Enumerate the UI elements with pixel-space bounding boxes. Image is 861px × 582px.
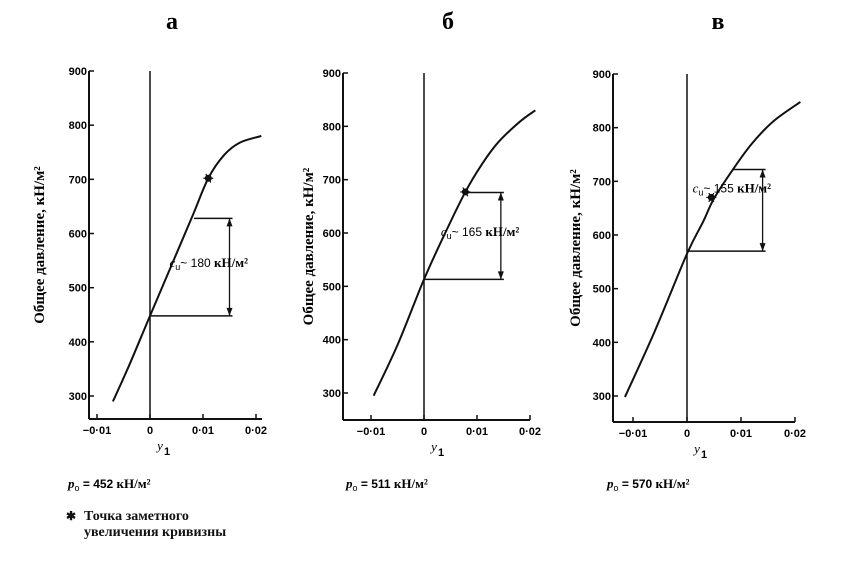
arrow-down-icon xyxy=(497,271,504,280)
panel-label: а xyxy=(166,9,178,35)
p0-symbol: p xyxy=(345,476,353,491)
y-tick-label: 900 xyxy=(323,68,341,80)
cu-unit: кН/м² xyxy=(214,255,248,270)
x-tick-label: 0·02 xyxy=(519,426,541,438)
cu-annotation: cu~ 155 кН/м² xyxy=(693,180,772,197)
y-tick-label: 400 xyxy=(593,337,611,349)
y-tick-label: 300 xyxy=(69,391,87,403)
p0-number: = 452 xyxy=(80,477,117,491)
data-curve xyxy=(623,101,801,398)
x-tick-label: 0·01 xyxy=(730,428,752,440)
x-tick-label: 0 xyxy=(421,426,427,438)
p0-subscript: o xyxy=(353,483,358,493)
cu-approx: ~ 165 xyxy=(452,225,486,239)
arrow-down-icon xyxy=(226,307,233,316)
x-tick-label: 0·01 xyxy=(466,426,488,438)
x-tick-label: 0 xyxy=(684,428,690,440)
x-axis-label: y xyxy=(692,441,700,456)
panel-label: б xyxy=(442,9,454,35)
p0-symbol: p xyxy=(67,476,75,491)
chart-panel-2: в 300 400 500 600 700 800 900 −0·01 0 0·01 0·02 y 1 Об… xyxy=(568,9,806,493)
p0-value: po = 570 кН/м² xyxy=(606,476,690,493)
p0-number: = 511 xyxy=(358,477,394,491)
x-axis-label-subscript: 1 xyxy=(164,446,170,458)
y-tick-label: 900 xyxy=(69,66,87,78)
cu-annotation: cu~ 180 кН/м² xyxy=(170,255,249,272)
p0-value: po = 511 кН/м² xyxy=(345,476,428,493)
x-tick-label: 0·02 xyxy=(245,425,267,437)
p0-unit: кН/м² xyxy=(117,476,151,491)
cu-unit: кН/м² xyxy=(485,224,519,239)
y-tick-label: 400 xyxy=(323,335,341,347)
p0-unit: кН/м² xyxy=(394,476,428,491)
y-axis-label: Общее давление, кН/м² xyxy=(568,169,584,327)
p0-subscript: o xyxy=(75,483,80,493)
x-tick-label: 0 xyxy=(147,425,153,437)
y-tick-label: 700 xyxy=(323,175,341,187)
y-axis-label: Общее давление, кН/м² xyxy=(301,167,317,325)
p0-unit: кН/м² xyxy=(656,476,690,491)
p0-number: = 570 xyxy=(619,477,656,491)
arrow-up-icon xyxy=(759,169,766,178)
cu-subscript: u xyxy=(447,231,452,241)
data-curve xyxy=(111,135,262,402)
legend-text-line2: увеличения кривизны xyxy=(84,525,227,540)
y-tick-label: 900 xyxy=(593,69,611,81)
x-axis-label: y xyxy=(155,438,163,453)
chart-panel-0: а 300 400 500 600 700 800 900 −0·01 0 0·01 0·02 y 1 Об… xyxy=(32,9,267,493)
chart-panel-1: б 300 400 500 600 700 800 900 −0·01 0 0·01 0·02 y 1 Об… xyxy=(301,9,541,493)
x-axis-label-subscript: 1 xyxy=(438,447,444,459)
y-tick-label: 600 xyxy=(69,229,87,241)
cu-subscript: u xyxy=(698,187,703,197)
data-curve xyxy=(372,109,536,397)
curvature-marker-ray xyxy=(708,192,715,203)
cu-unit: кН/м² xyxy=(737,180,771,195)
x-tick-label: 0·02 xyxy=(784,428,806,440)
arrow-up-icon xyxy=(226,218,233,227)
legend-marker-icon: ✱ xyxy=(66,509,77,523)
p0-subscript: o xyxy=(614,483,619,493)
y-tick-label: 800 xyxy=(323,121,341,133)
y-tick-label: 300 xyxy=(593,391,611,403)
x-tick-label: −0·01 xyxy=(83,425,111,437)
cu-subscript: u xyxy=(175,262,180,272)
y-tick-label: 600 xyxy=(593,230,611,242)
y-tick-label: 800 xyxy=(593,123,611,135)
p0-symbol: p xyxy=(606,476,614,491)
y-tick-label: 400 xyxy=(69,337,87,349)
y-tick-label: 700 xyxy=(69,174,87,186)
arrow-up-icon xyxy=(497,192,504,201)
panel-label: в xyxy=(712,9,725,35)
x-tick-label: 0·01 xyxy=(192,425,214,437)
y-tick-label: 300 xyxy=(323,388,341,400)
y-tick-label: 500 xyxy=(593,284,611,296)
x-axis-label: y xyxy=(429,439,437,454)
y-tick-label: 600 xyxy=(323,228,341,240)
cu-symbol: c xyxy=(693,180,699,195)
cu-annotation: cu~ 165 кН/м² xyxy=(441,224,520,241)
curvature-marker-ray xyxy=(205,173,212,183)
x-tick-label: −0·01 xyxy=(357,426,385,438)
cu-approx: ~ 180 xyxy=(180,256,214,270)
y-tick-label: 700 xyxy=(593,176,611,188)
y-tick-label: 500 xyxy=(69,283,87,295)
y-tick-label: 500 xyxy=(323,281,341,293)
y-axis-label: Общее давление, кН/м² xyxy=(32,166,48,324)
cu-symbol: c xyxy=(170,255,176,270)
legend-text-line1: Точка заметного xyxy=(84,509,189,524)
cu-symbol: c xyxy=(441,224,447,239)
x-axis-label-subscript: 1 xyxy=(701,449,707,461)
cu-approx: ~ 155 xyxy=(703,181,737,195)
x-tick-label: −0·01 xyxy=(619,428,647,440)
arrow-down-icon xyxy=(759,243,766,252)
p0-value: po = 452 кН/м² xyxy=(67,476,151,493)
y-tick-label: 800 xyxy=(69,120,87,132)
